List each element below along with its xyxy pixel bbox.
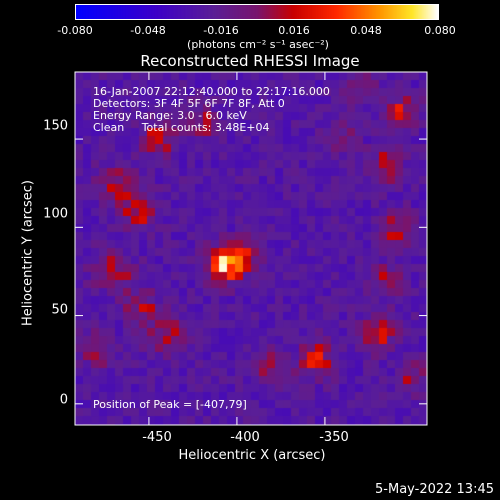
x-axis-label: Heliocentric X (arcsec) bbox=[178, 448, 326, 463]
x-tick-label: -450 bbox=[142, 430, 172, 445]
timestamp: 5-May-2022 13:45 bbox=[375, 482, 494, 497]
peak-position-label: Position of Peak = [-407,79] bbox=[93, 398, 247, 411]
x-tick-label: -350 bbox=[319, 430, 349, 445]
y-tick-label: 150 bbox=[43, 118, 68, 134]
colorbar-unit-label: (photons cm⁻² s⁻¹ asec⁻²) bbox=[187, 38, 329, 51]
info-energy-range: Energy Range: 3.0 - 6.0 keV bbox=[93, 109, 247, 122]
x-tick-label: -400 bbox=[230, 430, 260, 445]
info-detectors: Detectors: 3F 4F 5F 6F 7F 8F, Att 0 bbox=[93, 97, 285, 110]
colorbar-tick: 0.080 bbox=[424, 24, 456, 37]
y-tick-label: 0 bbox=[59, 392, 68, 408]
colorbar-tick: 0.048 bbox=[350, 24, 382, 37]
tick-marks bbox=[75, 72, 427, 425]
colorbar bbox=[75, 4, 439, 20]
info-total-counts: Clean Total counts: 3.48E+04 bbox=[93, 121, 270, 134]
colorbar-tick: -0.080 bbox=[57, 24, 93, 37]
colorbar-tick: -0.016 bbox=[203, 24, 239, 37]
y-tick-label: 50 bbox=[51, 302, 68, 318]
colorbar-tick: 0.016 bbox=[278, 24, 310, 37]
chart-title: Reconstructed RHESSI Image bbox=[140, 52, 360, 70]
plot-frame bbox=[74, 71, 428, 426]
heatmap-image bbox=[75, 72, 427, 425]
y-tick-label: 100 bbox=[43, 206, 68, 222]
info-time-range: 16-Jan-2007 22:12:40.000 to 22:17:16.000 bbox=[93, 85, 330, 98]
colorbar-tick: -0.048 bbox=[130, 24, 166, 37]
y-axis-label: Heliocentric Y (arcsec) bbox=[20, 180, 36, 326]
